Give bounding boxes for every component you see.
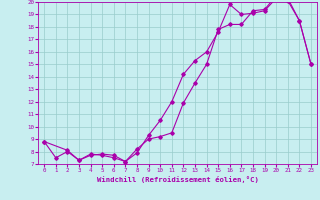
X-axis label: Windchill (Refroidissement éolien,°C): Windchill (Refroidissement éolien,°C) [97,176,259,183]
